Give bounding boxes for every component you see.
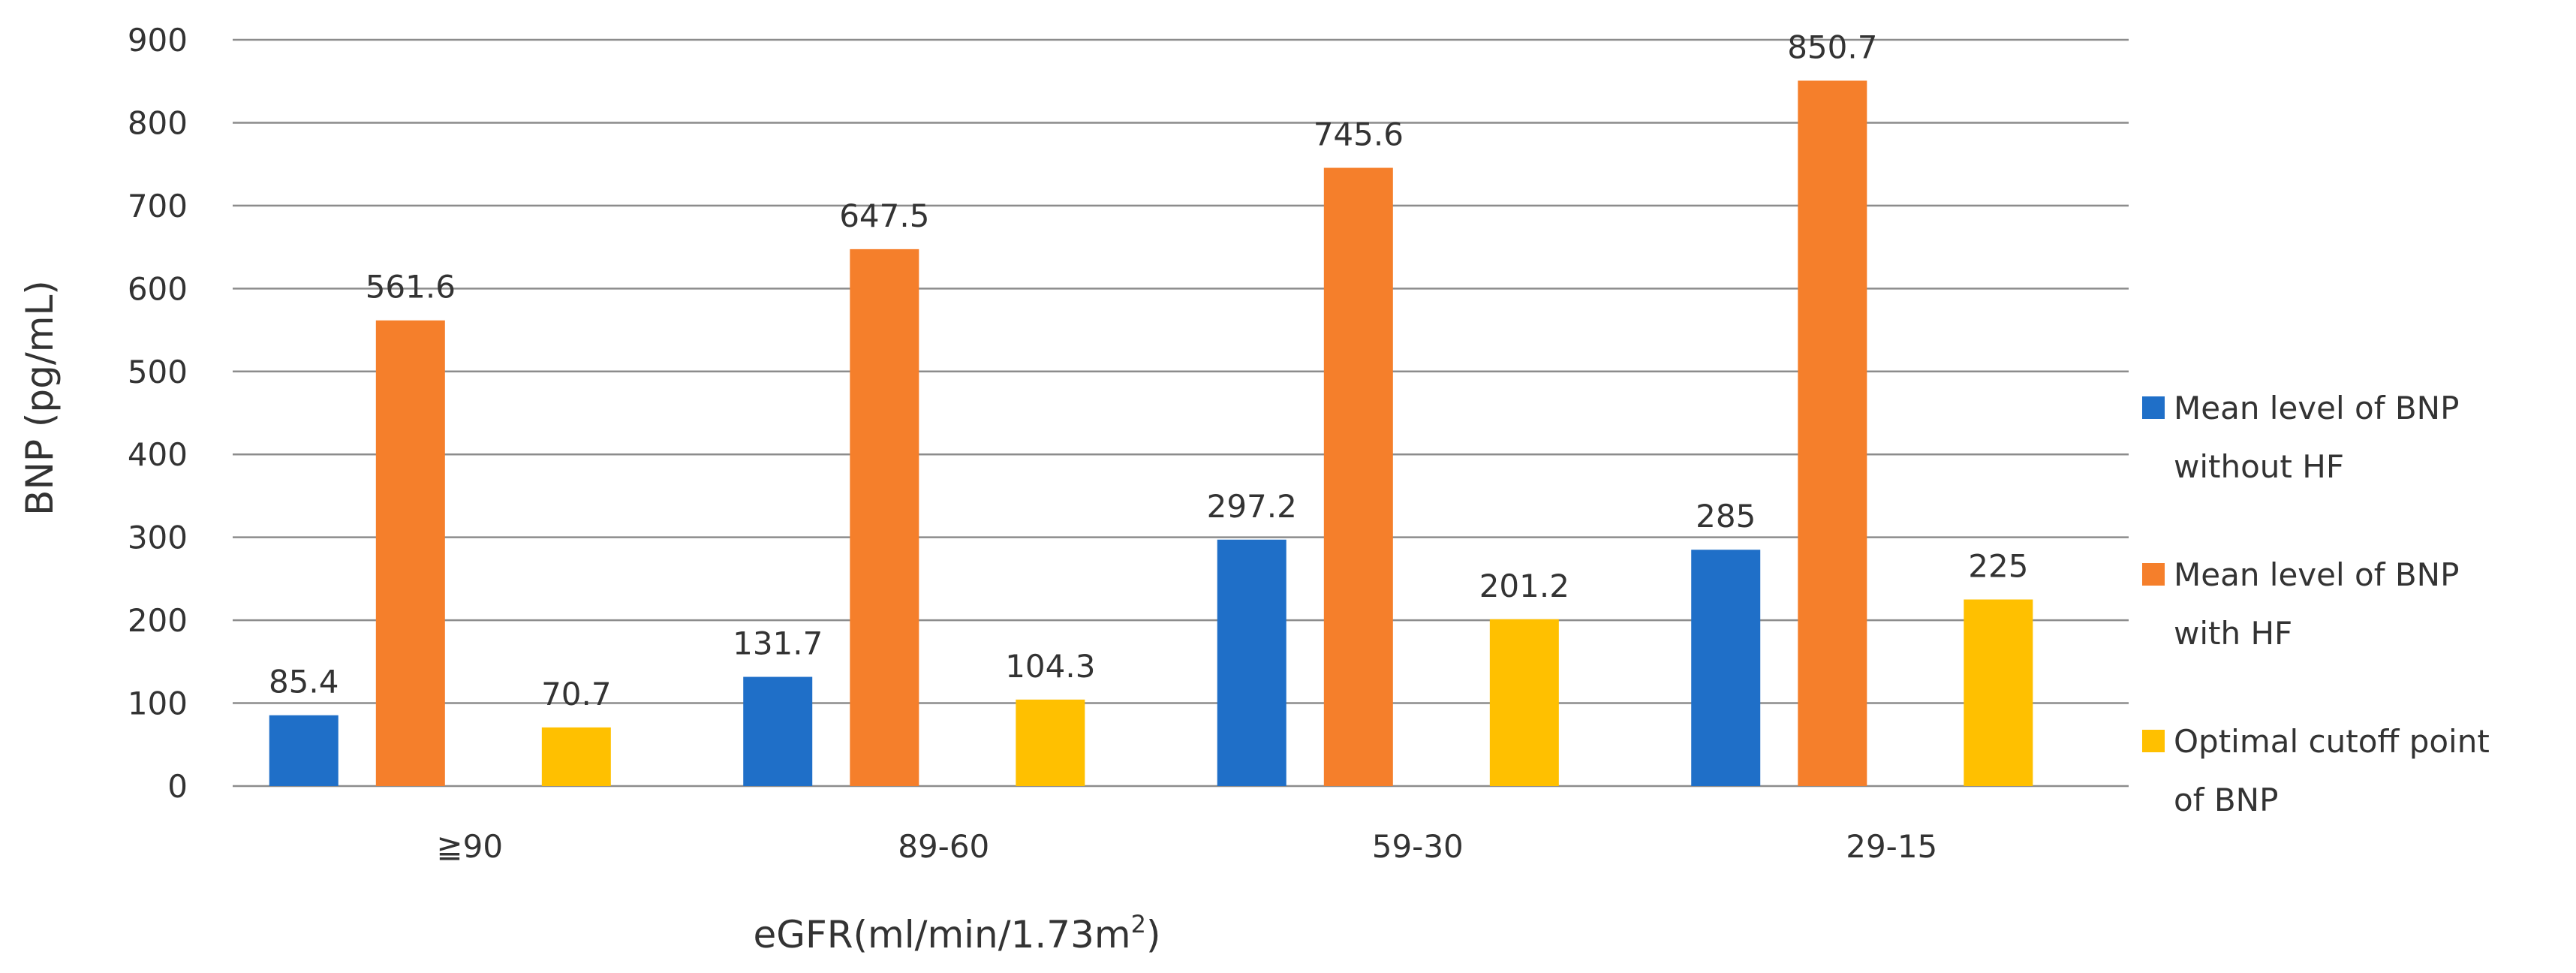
data-label: 201.2	[1479, 568, 1569, 604]
legend-label: with HF	[2174, 615, 2292, 652]
x-tick-label: ≧90	[436, 828, 503, 865]
y-tick-label: 700	[128, 188, 188, 224]
data-label: 104.3	[1005, 648, 1095, 685]
y-tick-label: 300	[128, 520, 188, 556]
y-tick-label: 400	[128, 436, 188, 473]
x-tick-label: 29-15	[1846, 828, 1937, 865]
bar-series-1-cat-3	[1217, 539, 1286, 786]
y-tick-label: 500	[128, 354, 188, 390]
y-tick-label: 800	[128, 104, 188, 141]
data-label: 297.2	[1207, 488, 1297, 525]
data-label: 647.5	[839, 197, 929, 234]
legend-label: Optimal cutoff point	[2174, 723, 2490, 760]
legend-label: Mean level of BNP	[2174, 556, 2459, 593]
y-tick-label: 900	[128, 22, 188, 59]
data-label: 70.7	[541, 676, 612, 712]
legend-label: without HF	[2174, 448, 2344, 485]
x-tick-label: 59-30	[1372, 828, 1464, 865]
legend-entry-3: Optimal cutoff point of BNP	[2142, 723, 2490, 818]
legend-swatch	[2142, 730, 2165, 752]
x-tick-labels: ≧90 89-60 59-30 29-15	[436, 828, 1937, 865]
data-labels: 85.4 561.6 70.7 131.7 647.5 104.3 297.2 745.6 20…	[269, 29, 2028, 712]
legend-swatch	[2142, 563, 2165, 586]
bar-series-2-cat-1	[375, 320, 445, 786]
gridlines	[233, 38, 2129, 788]
data-label: 850.7	[1787, 29, 1877, 65]
x-axis-title-superscript: 2	[1131, 910, 1146, 938]
bar-series-2-cat-3	[1323, 167, 1393, 786]
y-tick-labels: 0 100 200 300 400 500 600 700 800 900	[128, 22, 188, 805]
x-axis-title-main: eGFR(ml/min/1.73m	[754, 913, 1131, 956]
bar-series-3-cat-2	[1016, 699, 1085, 786]
bar-series-2-cat-2	[850, 249, 919, 787]
data-label: 225	[1968, 548, 2028, 585]
bar-series-1-cat-1	[269, 715, 339, 786]
data-label: 285	[1696, 498, 1756, 535]
y-tick-label: 100	[128, 685, 188, 722]
x-axis-title: eGFR(ml/min/1.73m2)	[754, 910, 1161, 956]
y-axis-title: BNP (pg/mL)	[18, 280, 62, 516]
data-label: 131.7	[733, 625, 823, 662]
x-tick-label: 89-60	[898, 828, 989, 865]
legend-entry-1: Mean level of BNP without HF	[2142, 390, 2459, 485]
bars	[269, 80, 2033, 787]
data-label: 85.4	[269, 664, 339, 700]
bar-series-3-cat-1	[541, 727, 611, 786]
bar-series-3-cat-4	[1964, 599, 2033, 786]
legend-entry-2: Mean level of BNP with HF	[2142, 556, 2459, 652]
data-label: 745.6	[1314, 116, 1404, 153]
x-axis-title-suffix: )	[1146, 913, 1161, 956]
legend-label: of BNP	[2174, 782, 2278, 818]
y-tick-label: 0	[167, 768, 188, 805]
bar-series-1-cat-4	[1691, 550, 1761, 786]
legend-swatch	[2142, 396, 2165, 419]
y-tick-label: 600	[128, 270, 188, 307]
y-tick-label: 200	[128, 602, 188, 639]
data-label: 561.6	[366, 269, 456, 306]
bar-series-3-cat-3	[1489, 619, 1559, 786]
bar-series-2-cat-4	[1798, 80, 1867, 787]
bar-series-1-cat-2	[743, 676, 813, 786]
legend-label: Mean level of BNP	[2174, 390, 2459, 426]
